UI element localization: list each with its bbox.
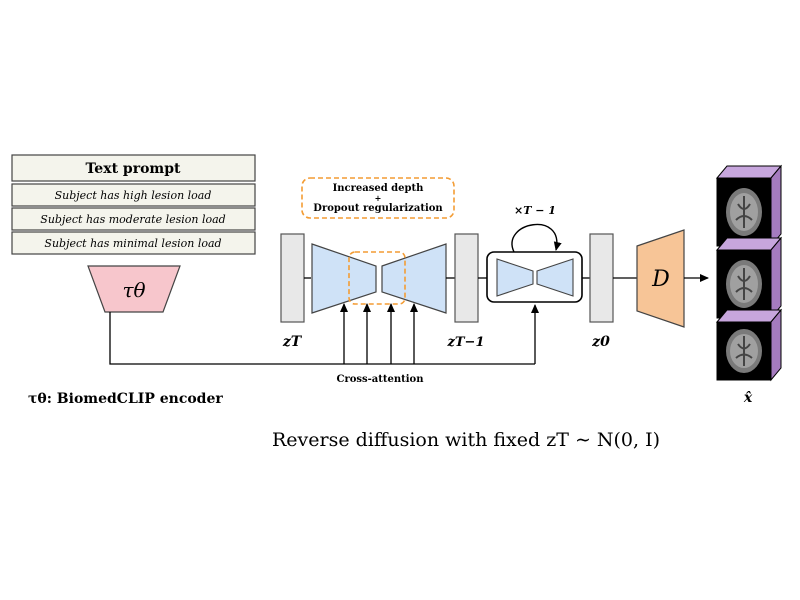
unet-main xyxy=(311,243,447,314)
prompt-row-text: Subject has moderate lesion load xyxy=(40,213,225,226)
prompt-row-high xyxy=(11,183,256,207)
unet-note-box xyxy=(301,177,455,219)
unet-note-line3: Dropout regularization xyxy=(313,203,443,214)
figure-caption: Reverse diffusion with fixed zT ∼ N(0, I… xyxy=(272,429,660,451)
prompt-row-text: Subject has high lesion load xyxy=(55,189,212,202)
output-label: x̂ xyxy=(743,390,753,406)
decoder-block xyxy=(636,229,685,328)
unet-note-line2: + xyxy=(375,193,382,203)
encoder-legend: τθ: BiomedCLIP encoder xyxy=(28,391,223,407)
output-volume-stack xyxy=(715,164,783,382)
prompt-row-text: Subject has minimal lesion load xyxy=(44,237,221,250)
unet-bottleneck-highlight xyxy=(348,251,406,305)
latent-zT-label: zT xyxy=(282,334,303,350)
iterative-unet-decoder xyxy=(536,258,574,297)
latent-zT-1-label: zT−1 xyxy=(447,335,485,350)
encoder-symbol: τθ xyxy=(122,278,145,302)
cross-attention-label: Cross-attention xyxy=(336,374,424,385)
latent-zT-1 xyxy=(454,233,479,323)
text-prompt-title: Text prompt xyxy=(86,161,182,177)
encoder-block: τθ xyxy=(87,265,181,313)
loop-label: ×T − 1 xyxy=(514,204,556,217)
text-prompt-table: Text prompt Subject has high lesion load… xyxy=(11,154,256,255)
latent-z0-label: z0 xyxy=(591,334,610,350)
cross-attention-arrows xyxy=(340,303,539,364)
conditioning-line xyxy=(109,312,535,365)
prompt-row-minimal xyxy=(11,231,256,255)
unet-note-line1: Increased depth xyxy=(333,183,425,194)
latent-zT xyxy=(280,233,305,323)
prompt-row-moderate xyxy=(11,207,256,231)
decoder-symbol: D xyxy=(651,267,670,292)
text-prompt-header xyxy=(11,154,256,182)
loop-arrow xyxy=(511,223,562,253)
latent-z0 xyxy=(589,233,614,323)
iterative-unet-encoder xyxy=(496,258,534,297)
